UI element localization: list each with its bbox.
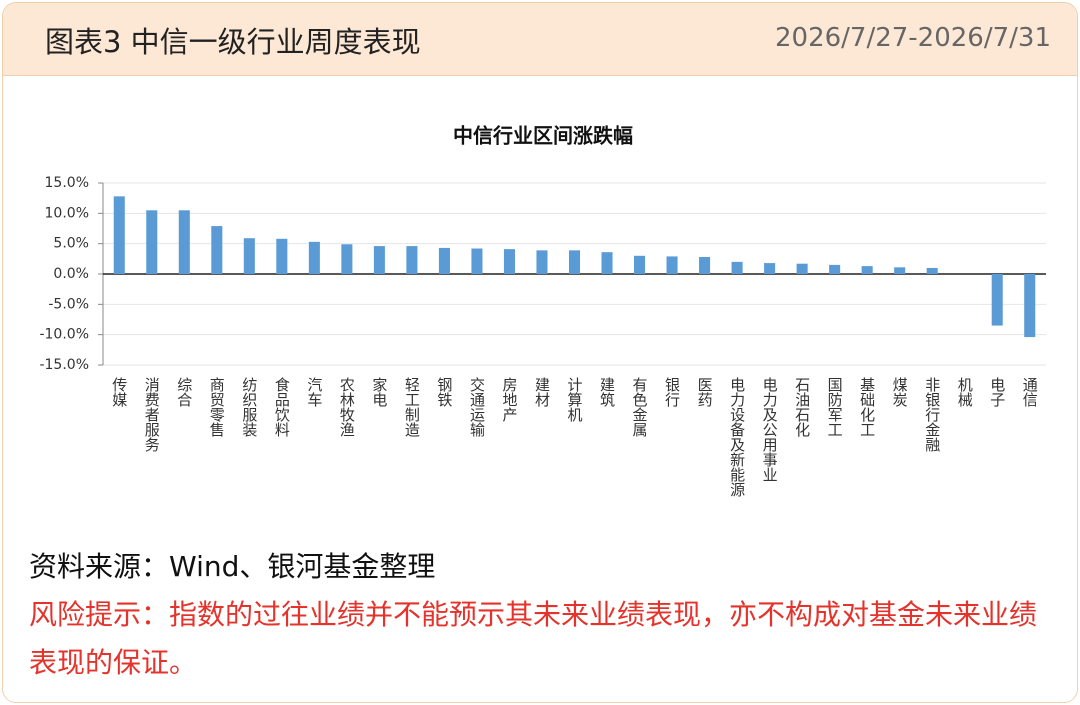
y-tick-label: 10.0%	[45, 205, 89, 221]
x-tick-label: 基础化工	[858, 377, 876, 437]
x-tick-label: 钢铁	[435, 377, 453, 407]
bar	[568, 250, 581, 274]
y-tick-label: 0.0%	[53, 266, 89, 282]
bar	[146, 210, 158, 274]
header-title: 图表3 中信一级行业周度表现	[45, 25, 421, 59]
bar	[666, 256, 678, 274]
x-tick-label: 家电	[370, 377, 388, 407]
x-tick-label: 电力及公用事业	[761, 377, 779, 482]
x-tick-label: 建筑	[598, 377, 616, 408]
y-tick-label: -15.0%	[39, 357, 89, 373]
bar	[699, 257, 711, 274]
source-note: 资料来源：Wind、银河基金整理	[29, 550, 436, 583]
x-tick-label: 机械	[956, 377, 974, 407]
bar	[796, 263, 808, 274]
x-tick-label: 轻工制造	[403, 377, 421, 438]
x-tick-label: 建材	[533, 377, 551, 407]
bar	[438, 247, 450, 274]
x-tick-label: 传媒	[110, 377, 128, 407]
risk-note: 风险提示：指数的过往业绩并不能预示其未来业绩表现，亦不构成对基金未来业绩表现的保…	[29, 598, 1038, 679]
y-tick-label: -5.0%	[48, 296, 89, 312]
x-tick-label: 非银行金融	[923, 377, 941, 452]
x-tick-label: 煤炭	[891, 377, 909, 407]
x-tick-label: 纺织服装	[240, 377, 258, 437]
y-tick-label: 5.0%	[53, 236, 89, 252]
bar	[211, 226, 223, 274]
x-tick-label: 综合	[175, 377, 193, 407]
x-tick-label: 商贸零售	[208, 377, 226, 437]
bar	[373, 246, 385, 274]
x-tick-label: 医药	[696, 377, 714, 408]
x-tick-label: 消费者服务	[143, 377, 161, 453]
bar	[731, 261, 743, 274]
bar	[829, 264, 841, 274]
y-tick-label: -10.0%	[39, 327, 89, 343]
y-tick-label: 15.0%	[45, 175, 89, 191]
header: 图表3 中信一级行业周度表现 2026/7/27-2026/7/31	[3, 3, 1077, 76]
bar	[1024, 274, 1036, 338]
bar	[503, 249, 515, 274]
bar	[601, 252, 613, 274]
x-tick-label: 农林牧渔	[338, 377, 356, 437]
x-tick-label: 通信	[1021, 377, 1039, 407]
x-tick-label: 电力设备及新能源	[728, 377, 746, 497]
header-date: 2026/7/27-2026/7/31	[774, 23, 1051, 53]
bar	[471, 248, 483, 274]
bar	[276, 238, 288, 274]
bar	[634, 255, 646, 274]
bar	[926, 267, 938, 274]
bar	[308, 241, 320, 274]
bar	[861, 266, 873, 274]
chart: 中信行业区间涨跌幅 -15.0% -10.0% -5.0% 0.0% 5.0% 10.0%…	[39, 124, 1046, 497]
bar	[991, 274, 1003, 326]
bar	[406, 246, 418, 274]
x-tick-label: 银行	[663, 377, 681, 408]
x-tick-label: 电子	[988, 377, 1006, 407]
x-tick-label: 交通运输	[468, 376, 486, 437]
chart-title: 中信行业区间涨跌幅	[453, 124, 633, 148]
x-tick-label: 有色金属	[631, 377, 649, 437]
bar	[341, 244, 353, 274]
x-tick-label: 食品饮料	[273, 377, 291, 437]
x-tick-label: 国防军工	[826, 377, 844, 437]
x-tick-label: 房地产	[500, 377, 518, 422]
x-tick-label: 汽车	[305, 377, 323, 407]
x-tick-label: 石油石化	[793, 377, 811, 437]
bar	[178, 210, 190, 274]
bar	[764, 263, 776, 274]
bar	[243, 238, 255, 274]
bar	[536, 250, 548, 274]
bar	[113, 196, 125, 274]
x-tick-label: 计算机	[566, 377, 584, 423]
bar	[894, 267, 906, 274]
